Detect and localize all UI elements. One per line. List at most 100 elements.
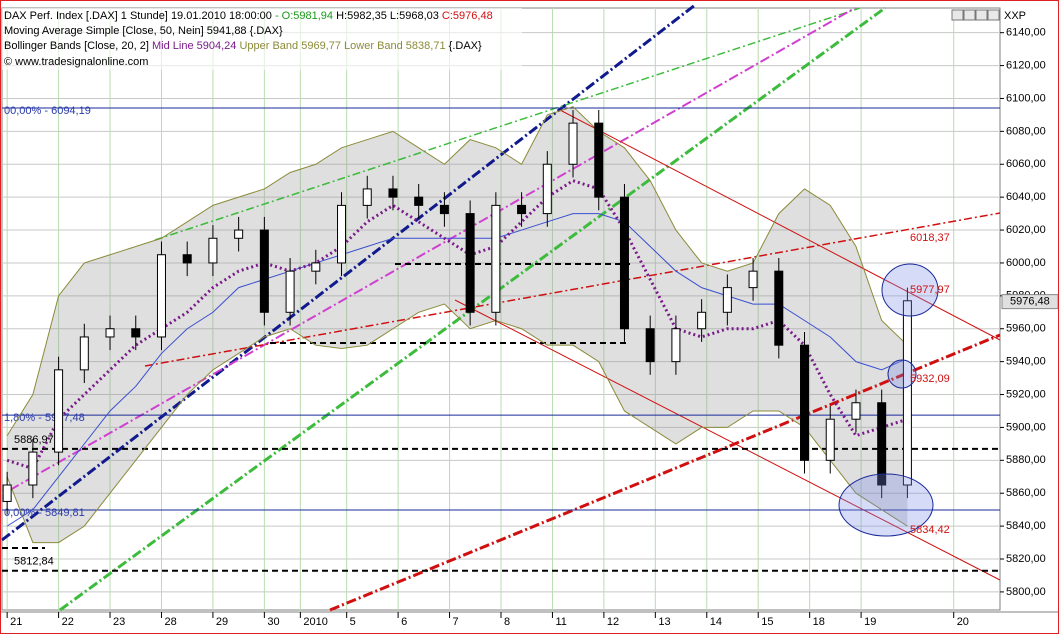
y-tick-label: 5800,00 — [1006, 586, 1046, 598]
header-line: DAX Perf. Index [.DAX] 1 Stunde] 19.01.2… — [4, 10, 493, 22]
indicator-line — [6, 106, 908, 436]
close: C:5976,48 — [442, 10, 493, 22]
y-tick-label: 5940,00 — [1006, 356, 1046, 368]
candle-body — [645, 328, 655, 363]
candle-body — [79, 336, 89, 371]
candle-body — [2, 484, 12, 502]
x-tick-label: 15 — [761, 616, 773, 628]
x-tick-label: 11 — [555, 616, 566, 628]
y-tick-label: 5880,00 — [1006, 454, 1046, 466]
x-tick-label: 8 — [504, 616, 510, 628]
x-tick-label: 21 — [10, 616, 22, 628]
candle-body — [748, 270, 758, 289]
button[interactable] — [975, 9, 988, 21]
highlight-circle — [887, 359, 917, 389]
highlight-circle — [838, 473, 934, 537]
highlight-circle — [881, 263, 939, 317]
candle-body — [414, 196, 424, 206]
x-tick-label: 29 — [216, 616, 228, 628]
annotation: 5977,97 — [910, 284, 950, 296]
band-fill — [7, 106, 908, 543]
x-tick-label: 28 — [164, 616, 176, 628]
x-tick-label: 7 — [453, 616, 459, 628]
level-label: 00,00% - 6094,19 — [4, 105, 91, 117]
x-tick-label: 23 — [113, 616, 125, 628]
x-tick-label: 5 — [350, 616, 356, 628]
annotation: 5834,42 — [910, 524, 950, 536]
trend-line — [329, 333, 1001, 612]
y-tick-label: 5860,00 — [1006, 487, 1046, 499]
trend-line — [9, 7, 856, 491]
x-tick-label: 19 — [864, 616, 876, 628]
candle-body — [568, 122, 578, 165]
x-tick-label: 18 — [813, 616, 825, 628]
bb-upper: Upper Band 5969,77 — [239, 40, 341, 52]
candle-body — [388, 188, 398, 198]
annotation: 5932,09 — [910, 373, 950, 385]
candles — [2, 109, 912, 515]
level-label: 5886,97 — [14, 434, 54, 446]
trend-line — [154, 7, 861, 241]
candle-body — [131, 328, 141, 338]
button[interactable] — [963, 9, 976, 21]
open: - O:5981,94 — [275, 10, 333, 22]
annotation: 6018,37 — [910, 232, 950, 244]
button[interactable] — [951, 9, 964, 21]
candle-body — [208, 237, 218, 264]
candle-body — [851, 402, 861, 420]
button[interactable] — [987, 9, 1000, 21]
candle-body — [259, 229, 269, 313]
axis-name: XXP — [1004, 10, 1026, 22]
bb-legend: Bollinger Bands [Close, 20, 2] Mid Line … — [4, 40, 482, 52]
candle-body — [285, 270, 295, 313]
window-buttons — [951, 9, 1000, 21]
band-layer — [7, 106, 908, 543]
highlights — [838, 263, 939, 537]
trend-line — [1, 3, 696, 542]
ma-legend: Moving Average Simple [Close, 50, Nein] … — [4, 25, 283, 37]
candle-body — [722, 287, 732, 313]
x-tick-label: 12 — [607, 616, 619, 628]
annotations: 6018,37 5977,97 5932,09 5834,42 — [910, 232, 950, 536]
candle-body — [825, 418, 835, 461]
candle-body — [594, 122, 604, 198]
indicator-line — [6, 303, 908, 544]
level-label: 1,80% - 5907,48 — [4, 412, 85, 424]
y-tick-label: 6100,00 — [1006, 92, 1046, 104]
y-tick-label: 5820,00 — [1006, 553, 1046, 565]
y-tick-label: 6040,00 — [1006, 191, 1046, 203]
candle-body — [156, 254, 166, 338]
low: L:5968,03 — [390, 10, 439, 22]
candle-body — [234, 229, 244, 239]
channel-line — [454, 299, 1001, 581]
candle-body — [105, 328, 115, 338]
y-tick-label: 5840,00 — [1006, 520, 1046, 532]
copyright: © www.tradesignalonline.com — [4, 56, 148, 68]
candle-body — [362, 188, 372, 206]
candle-body — [542, 163, 552, 215]
trend-line — [144, 212, 1001, 367]
channel-line — [559, 109, 1001, 341]
indicator-line — [6, 213, 908, 527]
candle-body — [182, 254, 192, 264]
header-bg — [2, 8, 522, 70]
last-price-label: 5976,48 — [1010, 296, 1050, 308]
x-tick-label: 6 — [401, 616, 407, 628]
x-tick-label: 14 — [710, 616, 722, 628]
axes: 5800,00 5820,00 5840,00 5860,00 5880,00 5900,… — [0, 27, 1059, 628]
x-tick-label: 13 — [658, 616, 670, 628]
y-tick-label: 5900,00 — [1006, 421, 1046, 433]
candle-body — [465, 213, 475, 313]
x-tick-label: 30 — [267, 616, 279, 628]
bb-mid: Mid Line 5904,24 — [152, 40, 236, 52]
y-tick-label: 6020,00 — [1006, 224, 1046, 236]
datetime: 19.01.2010 18:00:00 — [171, 10, 272, 22]
grid — [2, 8, 1000, 610]
y-tick-label: 5960,00 — [1006, 323, 1046, 335]
candle-body — [774, 270, 784, 346]
bb-lower: Lower Band 5838,71 — [344, 40, 446, 52]
instrument: DAX Perf. Index [.DAX] 1 Stunde] — [4, 10, 168, 22]
high: H:5982,35 — [336, 10, 387, 22]
